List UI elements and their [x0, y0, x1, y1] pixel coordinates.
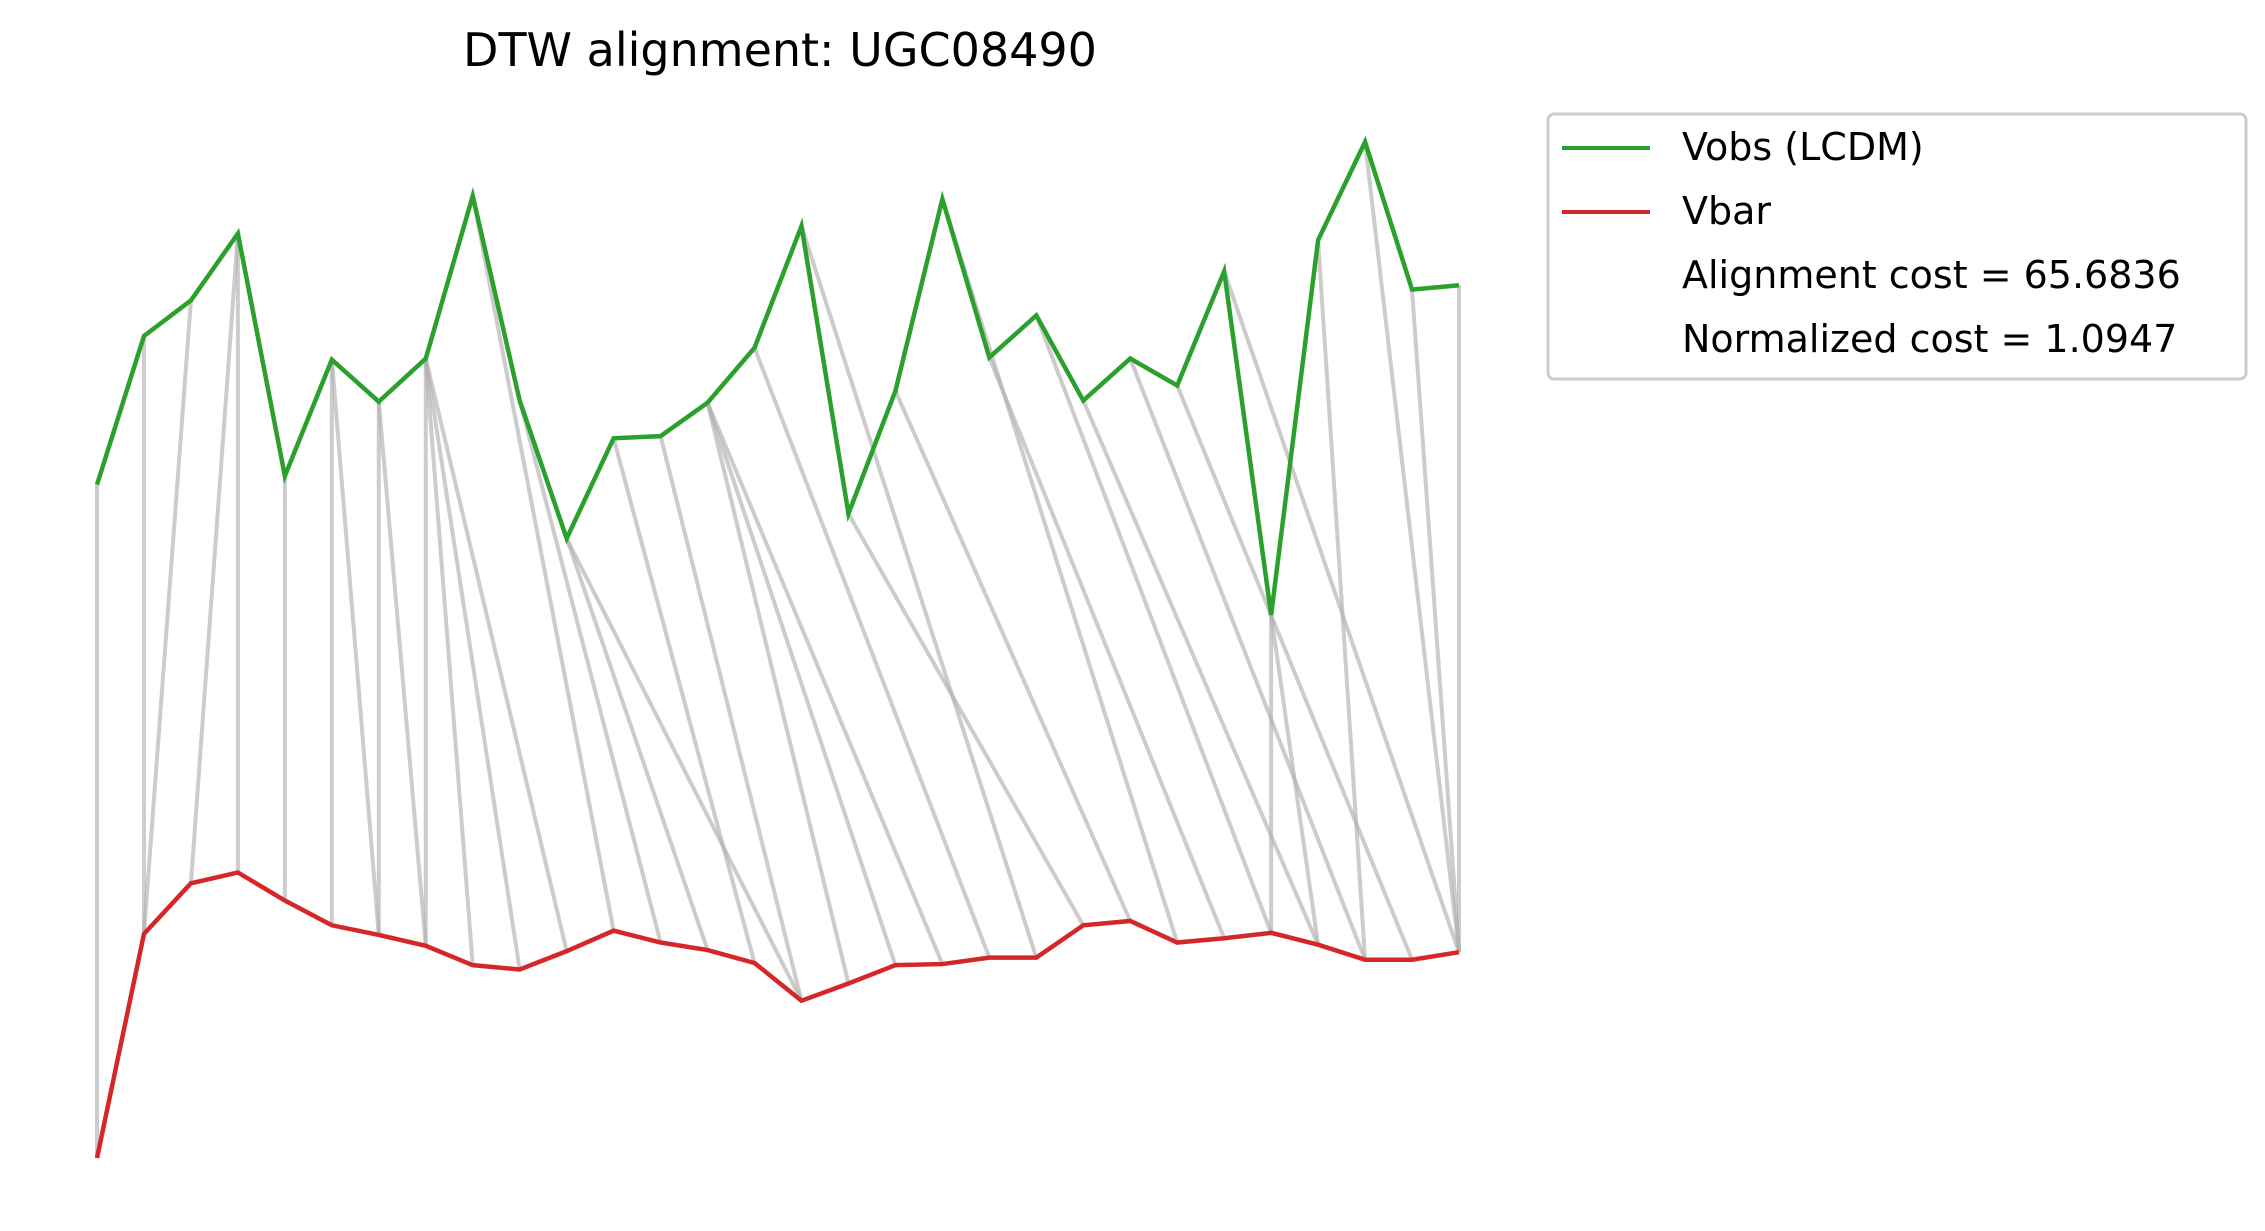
chart-title: DTW alignment: UGC08490: [463, 23, 1097, 77]
alignment-line: [470, 195, 616, 932]
alignment-line: [423, 358, 475, 966]
alignment-line: [893, 390, 1133, 922]
alignment-line: [423, 358, 522, 970]
legend-label-vbar: Vbar: [1682, 189, 1771, 233]
alignment-line: [987, 356, 1227, 939]
alignment-line: [705, 402, 851, 984]
alignment-line: [1269, 614, 1321, 945]
alignment-line: [1363, 141, 1461, 953]
alignment-line: [705, 402, 898, 966]
alignment-line: [846, 512, 1086, 927]
alignment-line: [1128, 357, 1367, 961]
alignment-line: [564, 537, 804, 1002]
alignment-line: [1081, 399, 1320, 946]
alignment-line: [188, 233, 240, 884]
alignment-line: [1316, 239, 1368, 960]
alignment-line: [141, 300, 193, 935]
alignment-line: [376, 401, 428, 946]
alignment-line: [705, 401, 945, 965]
alignment-line: [752, 347, 992, 959]
series-line-vbar: [94, 870, 1460, 1159]
alignment-line: [940, 198, 1180, 944]
series-line-vobs: [94, 135, 1460, 616]
series-lines: [94, 135, 1460, 1159]
legend-alignment-cost: Alignment cost = 65.6836: [1682, 253, 2181, 297]
alignment-line: [423, 358, 569, 952]
alignment-line: [329, 359, 381, 936]
alignment-line: [799, 225, 1039, 959]
alignment-line: [611, 437, 757, 964]
alignment-line: [517, 400, 663, 944]
alignment-line: [658, 435, 804, 1002]
alignment-line: [1034, 314, 1274, 934]
alignment-lines: [95, 141, 1461, 1158]
legend-frame: [1546, 112, 2248, 381]
legend-normalized-cost: Normalized cost = 1.0947: [1682, 317, 2177, 361]
alignment-line: [1175, 384, 1414, 961]
legend: Vobs (LCDM) Vbar Alignment cost = 65.683…: [1546, 112, 2248, 381]
alignment-line: [1410, 289, 1461, 953]
legend-label-vobs: Vobs (LCDM): [1682, 125, 1924, 169]
